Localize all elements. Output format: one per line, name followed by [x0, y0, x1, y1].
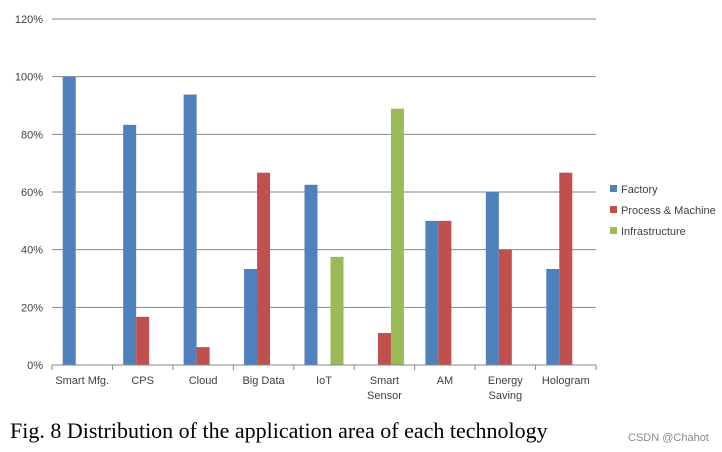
legend-label: Process & Machine — [621, 205, 716, 217]
bar — [304, 184, 318, 365]
x-tick-label: Hologram — [542, 375, 590, 387]
y-tick-label: 20% — [21, 302, 43, 314]
watermark: CSDN @Chahot — [628, 432, 709, 444]
bar — [196, 347, 210, 365]
bar — [425, 220, 439, 365]
bar — [123, 124, 137, 366]
y-tick-label: 100% — [15, 72, 43, 84]
x-axis-labels: Smart Mfg. CPS Cloud Big Data IoT Smart Sensor… — [51, 365, 597, 402]
legend-swatch — [610, 227, 617, 234]
legend-swatch — [610, 185, 617, 192]
legend-swatch — [610, 206, 617, 213]
bar — [257, 172, 271, 365]
y-tick-label: 0% — [27, 360, 43, 372]
bar — [498, 249, 512, 365]
bar — [183, 94, 197, 365]
x-tick-label: Energy Saving — [488, 375, 523, 402]
x-tick-label: AM — [437, 375, 454, 387]
y-tick-label: 40% — [21, 245, 43, 257]
legend-label: Infrastructure — [621, 226, 686, 238]
bar — [546, 268, 560, 365]
y-tick-label: 60% — [21, 187, 43, 199]
x-tick-label: Cloud — [189, 375, 218, 387]
bar — [485, 192, 499, 365]
bar — [438, 220, 452, 365]
x-tick-label: Big Data — [242, 375, 285, 387]
y-axis-ticks: 0% 20% 40% 60% 80% 100% 120% — [15, 14, 43, 372]
bars — [62, 76, 573, 366]
x-tick-label: IoT — [316, 375, 332, 387]
bar — [62, 76, 76, 366]
legend: Factory Process & Machine Infrastructure — [610, 184, 716, 238]
x-tick-label: CPS — [131, 375, 154, 387]
legend-label: Factory — [621, 184, 658, 196]
x-tick-label: Smart Sensor — [367, 375, 402, 402]
bar — [559, 172, 573, 365]
bar — [377, 332, 391, 365]
figure-caption: Fig. 8 Distribution of the application a… — [10, 418, 548, 443]
y-tick-label: 80% — [21, 129, 43, 141]
bar-chart: 0% 20% 40% 60% 80% 100% 120% Smart Mfg. CPS Clou… — [15, 14, 716, 402]
bar — [330, 256, 344, 365]
bar — [136, 316, 150, 365]
bar — [244, 268, 258, 365]
x-tick-label: Smart Mfg. — [55, 375, 109, 387]
y-tick-label: 120% — [15, 14, 43, 26]
bar — [390, 108, 404, 366]
